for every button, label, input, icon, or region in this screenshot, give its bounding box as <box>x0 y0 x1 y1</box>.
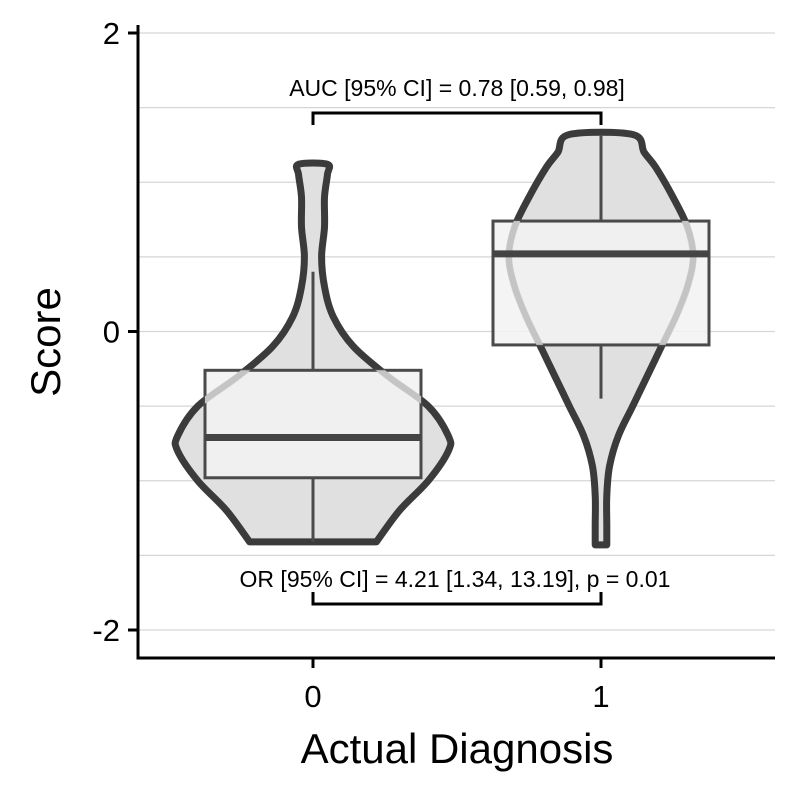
odds-ratio-bracket <box>311 592 603 606</box>
y-tick-label: 2 <box>103 16 120 51</box>
box-1 <box>491 219 711 347</box>
y-tick-label: -2 <box>92 613 120 648</box>
x-tick-label: 0 <box>304 679 321 714</box>
y-tick-label: 0 <box>103 315 120 350</box>
y-axis-title: Score <box>22 287 69 397</box>
auc-bracket <box>311 111 603 125</box>
box-0 <box>203 368 423 480</box>
x-tick-label: 1 <box>592 679 609 714</box>
x-axis-title: Actual Diagnosis <box>301 725 614 772</box>
boxplots <box>203 134 711 542</box>
axes: -2 0 2 0 1 <box>92 16 775 714</box>
auc-annotation: AUC [95% CI] = 0.78 [0.59, 0.98] <box>289 75 625 101</box>
comparison-brackets <box>311 111 603 606</box>
odds-ratio-annotation: OR [95% CI] = 4.21 [1.34, 13.19], p = 0.… <box>240 566 671 592</box>
